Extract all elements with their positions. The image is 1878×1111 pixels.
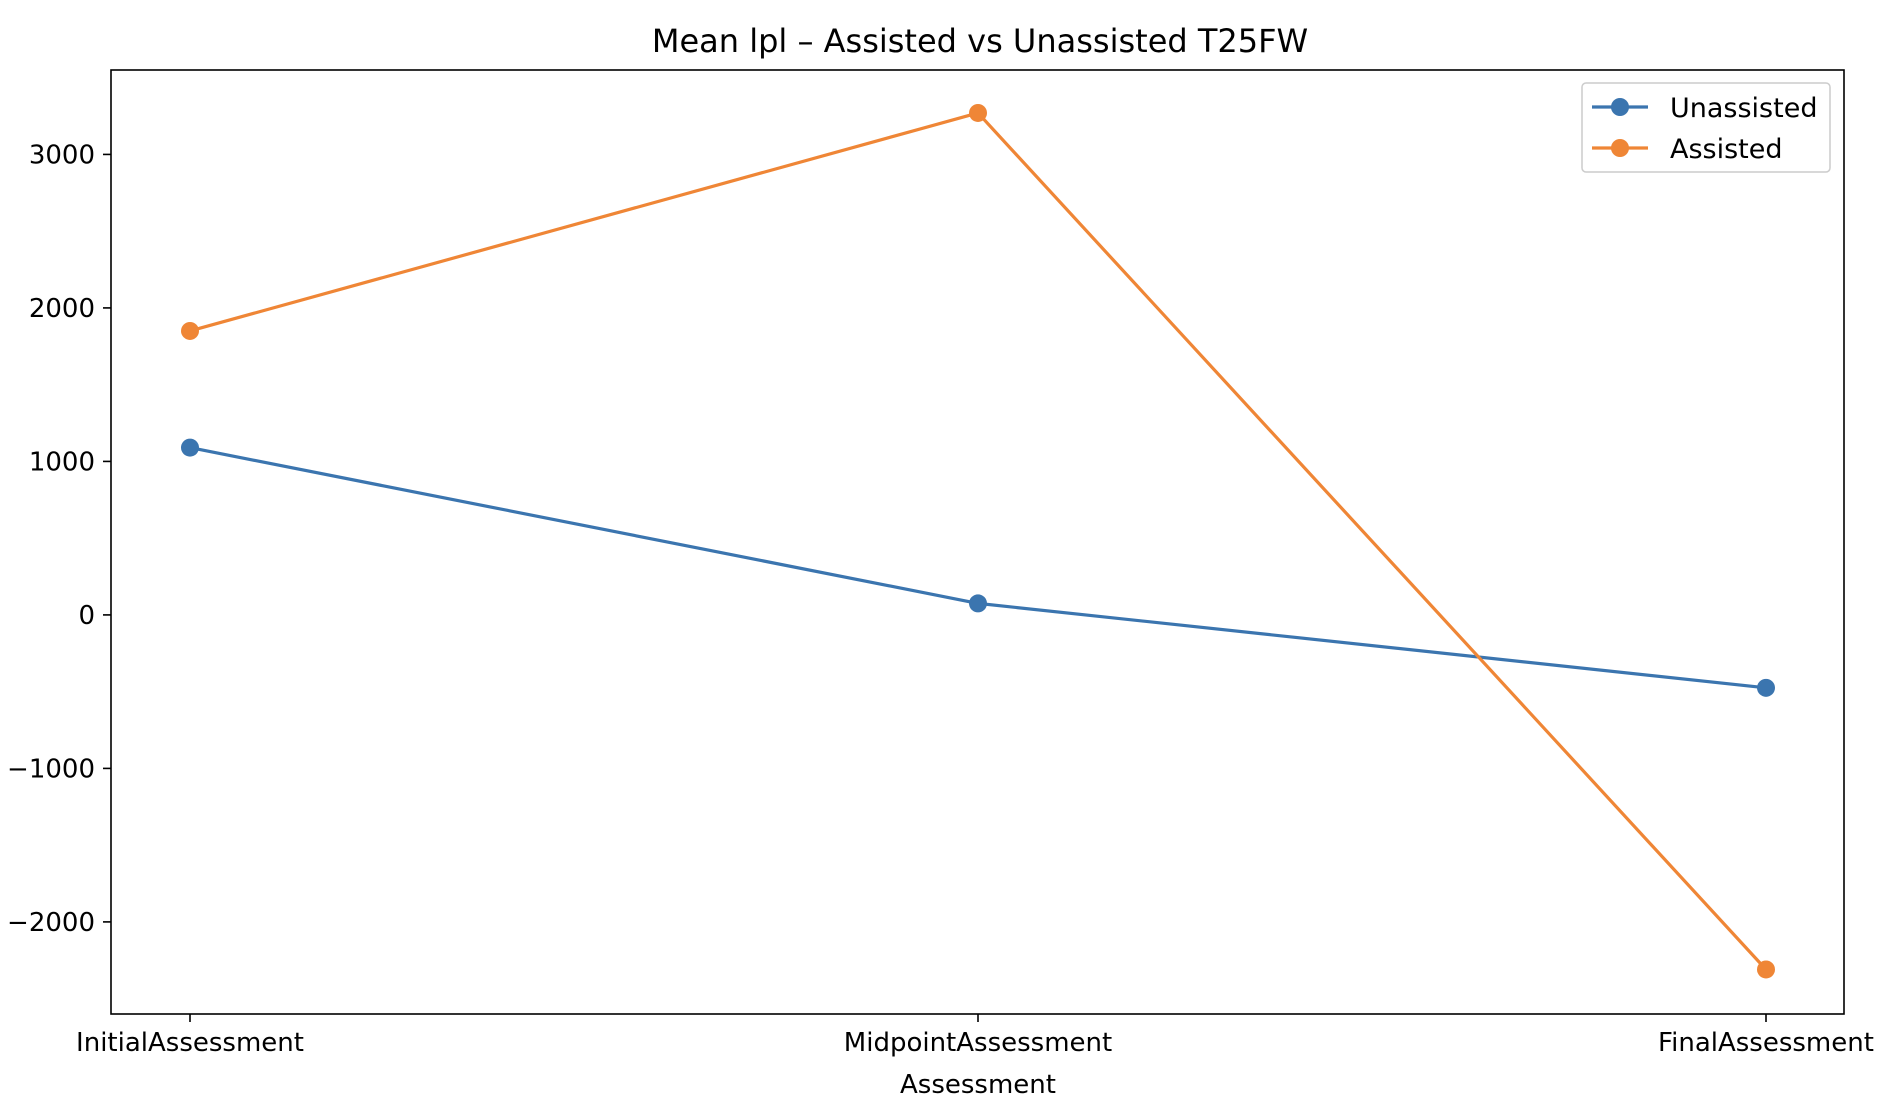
legend-label-assisted: Assisted (1670, 134, 1783, 165)
y-tick-label: 0 (78, 601, 95, 631)
legend-box (1581, 82, 1831, 173)
y-tick-label: −1000 (7, 754, 95, 784)
plot-area: −2000 −1000 0 1000 2000 3000 InitialAssessment… (7, 103, 1874, 1058)
y-tick-label: −2000 (7, 908, 95, 938)
y-tick-label: 2000 (29, 294, 95, 324)
x-tick-label: InitialAssessment (76, 1028, 304, 1058)
data-point-assisted (181, 321, 199, 340)
chart-title: Mean lpl – Assisted vs Unassisted T25FW (652, 22, 1308, 60)
x-tick-label: MidpointAssessment (844, 1028, 1112, 1058)
data-point-unassisted (969, 594, 987, 613)
plot-frame (110, 69, 1845, 1015)
y-tick-label: 3000 (29, 140, 95, 170)
y-tick-label: 1000 (29, 447, 95, 477)
x-tick-label: FinalAssessment (1658, 1028, 1874, 1058)
legend-marker-assisted (1611, 139, 1629, 157)
data-point-assisted (1757, 960, 1775, 979)
legend-marker-unassisted (1611, 98, 1629, 116)
legend-label-unassisted: Unassisted (1670, 93, 1817, 124)
legend: Unassisted Assisted (1581, 82, 1831, 173)
data-point-unassisted (1757, 678, 1775, 697)
data-point-unassisted (181, 438, 199, 457)
x-axis-label: Assessment (900, 1070, 1056, 1100)
data-point-assisted (969, 103, 987, 122)
